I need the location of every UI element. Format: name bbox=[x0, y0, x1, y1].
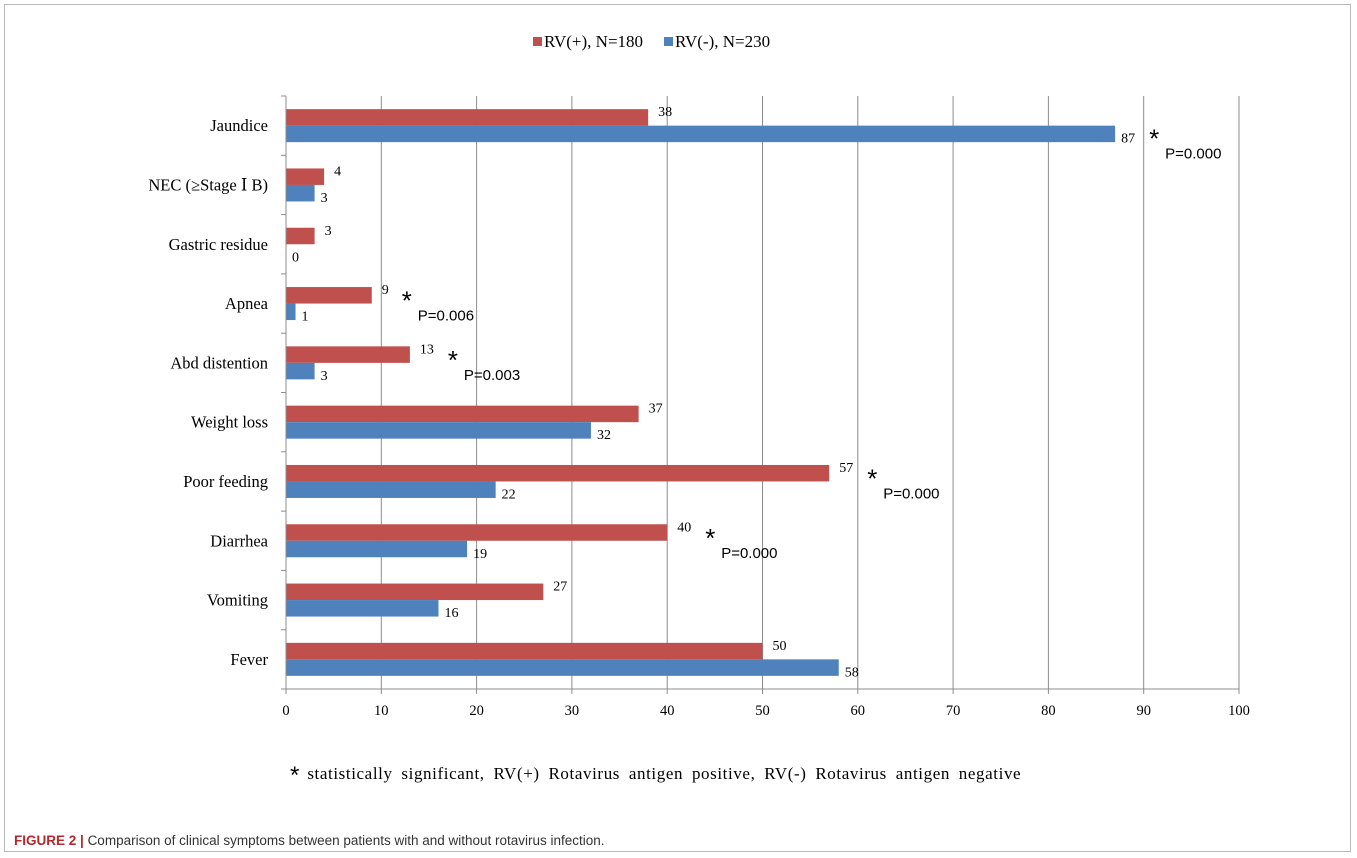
category-label-vomiting: Vomiting bbox=[207, 591, 268, 610]
bar-rv-pos-gastric-residue bbox=[286, 227, 315, 245]
category-label-poor-feeding: Poor feeding bbox=[183, 472, 268, 491]
value-label-rv-pos-vomiting: 27 bbox=[553, 580, 567, 595]
bars bbox=[286, 109, 1116, 676]
value-label-rv-neg-poor-feeding: 22 bbox=[502, 487, 516, 502]
legend-swatch-rv-neg bbox=[664, 37, 673, 46]
legend-label-rv-pos: RV(+), N=180 bbox=[544, 32, 643, 51]
significance-star-diarrhea: * bbox=[705, 523, 715, 553]
value-label-rv-neg-weight-loss: 32 bbox=[597, 428, 611, 443]
x-tick-label-70: 70 bbox=[946, 703, 961, 719]
x-tick-label-60: 60 bbox=[851, 703, 866, 719]
legend: RV(+), N=180 RV(-), N=230 bbox=[533, 32, 770, 51]
legend-swatch-rv-pos bbox=[533, 37, 542, 46]
value-label-rv-neg-nec-stage-b: 3 bbox=[321, 191, 328, 206]
significance-star-poor-feeding: * bbox=[867, 463, 877, 493]
category-label-abd-distention: Abd distention bbox=[170, 353, 268, 372]
p-value-diarrhea: P=0.000 bbox=[721, 545, 777, 562]
bar-rv-neg-jaundice bbox=[286, 125, 1116, 143]
value-label-rv-pos-gastric-residue: 3 bbox=[325, 224, 332, 239]
x-tick-label-80: 80 bbox=[1041, 703, 1056, 719]
figure-caption: FIGURE 2 | Comparison of clinical sympto… bbox=[14, 833, 605, 848]
category-labels: Jaundice NEC (≥Stage Ⅰ B) Gastric residue A… bbox=[148, 116, 268, 669]
category-label-apnea: Apnea bbox=[225, 294, 269, 313]
bar-rv-pos-nec-stage-b bbox=[286, 168, 325, 185]
significance-annotations: * P=0.000 * P=0.006 * P=0.003 * P=0.000 * P=0.000 bbox=[402, 124, 1222, 562]
category-label-nec-stage-b: NEC (≥Stage Ⅰ B) bbox=[148, 175, 268, 194]
bar-rv-pos-jaundice bbox=[286, 109, 649, 126]
bar-rv-neg-fever bbox=[286, 659, 839, 676]
caption-label: FIGURE 2 | bbox=[14, 833, 84, 848]
p-value-poor-feeding: P=0.000 bbox=[883, 485, 939, 502]
bar-rv-neg-vomiting bbox=[286, 600, 439, 617]
category-label-diarrhea: Diarrhea bbox=[210, 531, 268, 550]
p-value-abd-distention: P=0.003 bbox=[464, 367, 520, 384]
x-tick-label-10: 10 bbox=[374, 703, 389, 719]
caption-text: Comparison of clinical symptoms between … bbox=[87, 833, 605, 848]
significance-star-abd-distention: * bbox=[448, 345, 458, 375]
bar-rv-neg-apnea bbox=[286, 303, 296, 321]
value-label-rv-pos-weight-loss: 37 bbox=[649, 402, 663, 417]
p-value-apnea: P=0.006 bbox=[418, 308, 474, 325]
footnote-text: statistically significant, RV(+) Rotavir… bbox=[307, 764, 1022, 783]
x-tick-label-90: 90 bbox=[1136, 703, 1151, 719]
value-label-rv-pos-jaundice: 38 bbox=[658, 105, 672, 120]
bar-rv-pos-fever bbox=[286, 642, 763, 660]
category-label-fever: Fever bbox=[230, 650, 268, 669]
category-label-weight-loss: Weight loss bbox=[191, 413, 268, 432]
value-label-rv-pos-abd-distention: 13 bbox=[420, 342, 434, 357]
footnote-star: * bbox=[290, 762, 300, 789]
value-label-rv-neg-gastric-residue: 0 bbox=[292, 250, 299, 265]
value-label-rv-neg-fever: 58 bbox=[845, 665, 859, 680]
legend-label-rv-neg: RV(-), N=230 bbox=[675, 32, 770, 51]
bar-rv-neg-diarrhea bbox=[286, 540, 468, 558]
x-axis: 0 10 20 30 40 50 60 70 80 90 100 bbox=[281, 95, 1250, 719]
value-label-rv-neg-apnea: 1 bbox=[302, 310, 309, 325]
footnote: * statistically significant, RV(+) Rotavi… bbox=[290, 762, 1190, 790]
value-label-rv-neg-jaundice: 87 bbox=[1121, 132, 1135, 147]
x-tick-label-50: 50 bbox=[755, 703, 770, 719]
figure-frame bbox=[4, 4, 1351, 852]
value-label-rv-neg-vomiting: 16 bbox=[444, 606, 458, 621]
significance-star-jaundice: * bbox=[1149, 124, 1159, 154]
p-value-jaundice: P=0.000 bbox=[1165, 146, 1221, 163]
value-label-rv-neg-diarrhea: 19 bbox=[473, 547, 487, 562]
value-label-rv-pos-diarrhea: 40 bbox=[677, 520, 691, 535]
value-label-rv-pos-apnea: 9 bbox=[382, 283, 389, 298]
category-label-jaundice: Jaundice bbox=[210, 116, 268, 135]
x-tick-label-20: 20 bbox=[469, 703, 484, 719]
bar-rv-pos-diarrhea bbox=[286, 524, 668, 541]
x-tick-label-0: 0 bbox=[282, 703, 289, 719]
value-label-rv-pos-fever: 50 bbox=[773, 639, 787, 654]
x-tick-label-40: 40 bbox=[660, 703, 675, 719]
significance-star-apnea: * bbox=[402, 286, 412, 316]
x-tick-label-30: 30 bbox=[565, 703, 580, 719]
bar-rv-pos-abd-distention bbox=[286, 346, 410, 363]
value-label-rv-pos-poor-feeding: 57 bbox=[839, 461, 853, 476]
bar-rv-neg-weight-loss bbox=[286, 422, 591, 439]
bar-rv-neg-abd-distention bbox=[286, 362, 315, 380]
category-label-gastric-residue: Gastric residue bbox=[169, 235, 268, 254]
bar-rv-pos-weight-loss bbox=[286, 405, 639, 423]
bar-rv-neg-nec-stage-b bbox=[286, 184, 315, 202]
bar-rv-pos-vomiting bbox=[286, 583, 544, 601]
bar-rv-pos-apnea bbox=[286, 287, 372, 304]
bar-rv-neg-poor-feeding bbox=[286, 481, 496, 498]
bar-rv-pos-poor-feeding bbox=[286, 464, 830, 482]
x-tick-label-100: 100 bbox=[1228, 703, 1250, 719]
value-label-rv-pos-nec-stage-b: 4 bbox=[334, 164, 341, 179]
value-label-rv-neg-abd-distention: 3 bbox=[321, 369, 328, 384]
